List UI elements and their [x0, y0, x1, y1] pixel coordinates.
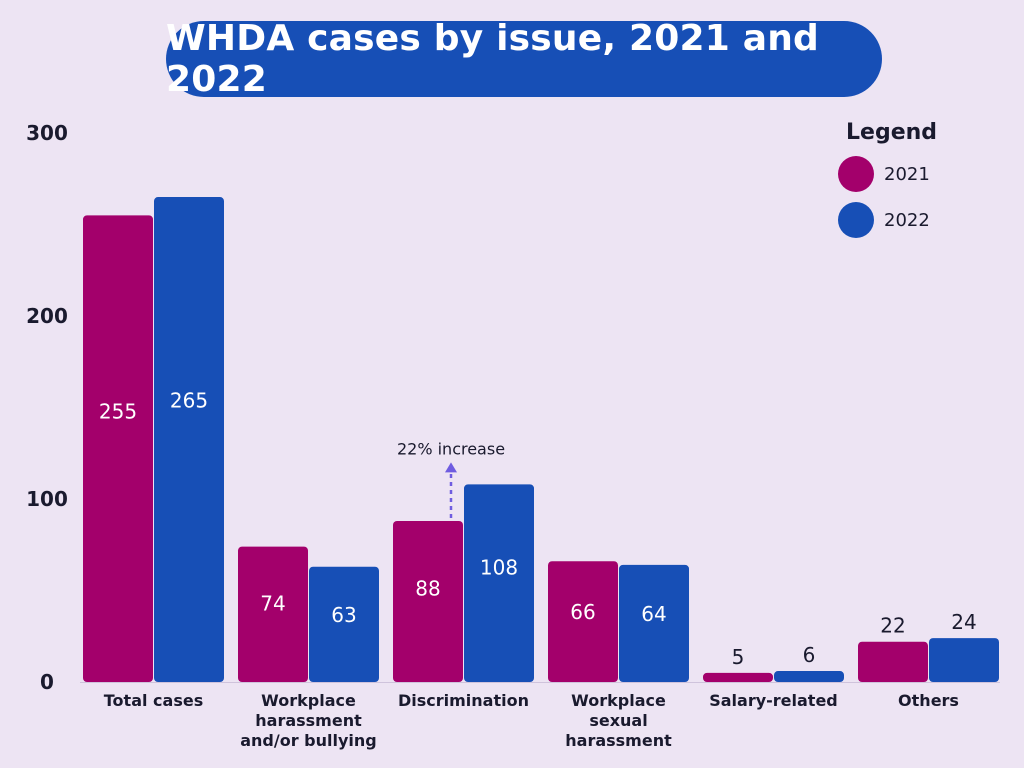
y-tick-label: 200 [26, 304, 68, 328]
category-label: Discrimination [398, 691, 529, 710]
data-label: 22 [880, 614, 905, 638]
bar-2021-3 [548, 561, 618, 682]
legend-item-2021: 2021 [838, 156, 930, 192]
bar-2021-2 [393, 520, 463, 682]
category-label: Salary-related [709, 691, 838, 710]
bar-2022-5 [929, 638, 999, 682]
category-label-line: sexual [589, 711, 647, 730]
legend-label-2021: 2021 [884, 163, 930, 185]
legend-swatch-2022 [838, 202, 874, 238]
data-label: 66 [570, 600, 595, 624]
category-label: Workplace harassment and/or bullying [240, 691, 377, 750]
category-label-line: harassment [255, 711, 362, 730]
data-label: 108 [480, 555, 518, 579]
y-tick-label: 100 [26, 487, 68, 511]
legend-item-2022: 2022 [838, 202, 930, 238]
data-label: 64 [641, 602, 666, 626]
category-label-line: Salary-related [709, 691, 838, 710]
category-label-line: Total cases [104, 691, 203, 710]
bar-2021-1 [238, 546, 308, 682]
bar-2021-5 [858, 641, 928, 682]
bar-2022-0 [154, 197, 224, 683]
bar-2021-0 [83, 215, 153, 682]
data-label: 63 [331, 603, 356, 627]
category-label: Total cases [104, 691, 203, 710]
chart-title: WHDA cases by issue, 2021 and 2022 [166, 18, 882, 100]
data-label: 88 [415, 577, 440, 601]
data-label: 6 [803, 643, 816, 667]
category-label-line: harassment [565, 731, 672, 750]
category-label-line: and/or bullying [240, 731, 377, 750]
legend-title: Legend [846, 120, 938, 145]
category-label-line: Others [898, 691, 959, 710]
bar-2022-4 [774, 671, 844, 682]
data-label: 255 [99, 399, 137, 423]
bar-2022-3 [619, 564, 689, 682]
category-label-line: Workplace [261, 691, 356, 710]
data-label: 5 [732, 645, 745, 669]
y-tick-label: 300 [26, 121, 68, 145]
bar-2022-2 [464, 484, 534, 682]
category-label: Workplace sexual harassment [565, 691, 672, 750]
data-label: 74 [260, 591, 285, 615]
category-label: Others [898, 691, 959, 710]
data-label: 265 [170, 389, 208, 413]
bar-2021-4 [703, 672, 773, 682]
category-label-line: Workplace [571, 691, 666, 710]
annotation-label: 22% increase [397, 439, 505, 458]
annotation-arrow-head [445, 462, 457, 473]
data-label: 24 [951, 610, 976, 634]
legend-label-2022: 2022 [884, 209, 930, 231]
legend-swatch-2021 [838, 156, 874, 192]
bar-2022-1 [309, 566, 379, 682]
y-tick-label: 0 [40, 670, 54, 694]
category-label-line: Discrimination [398, 691, 529, 710]
